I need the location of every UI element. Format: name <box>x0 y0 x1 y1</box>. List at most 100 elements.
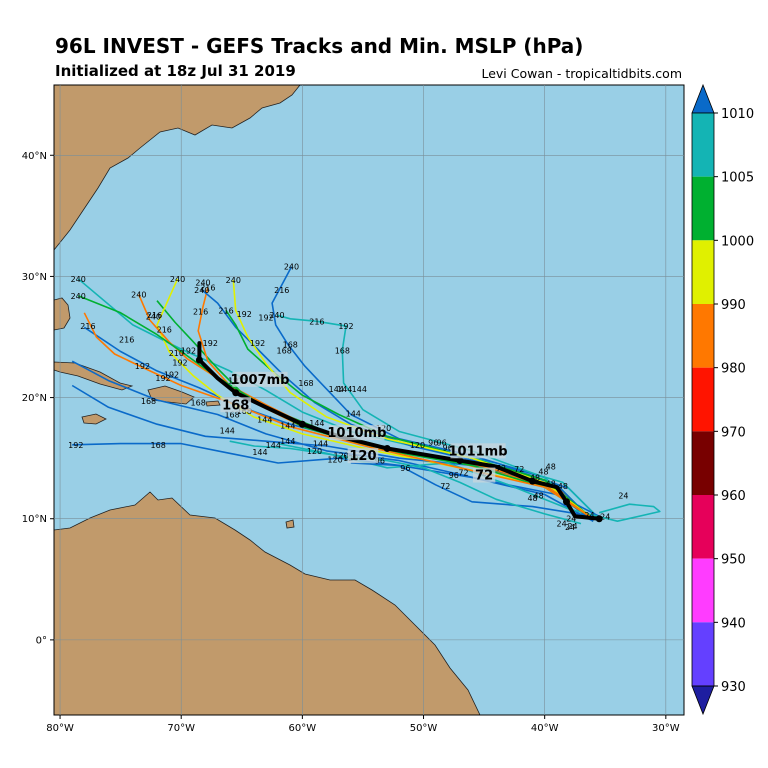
x-tick-label: 60°W <box>289 723 317 734</box>
colorbar-tick-label: 940 <box>721 616 746 631</box>
mean-track-point <box>595 515 603 523</box>
hispaniola <box>147 385 195 405</box>
ensemble-member-track <box>72 442 594 522</box>
forecast-hour-label: 120 <box>333 452 348 461</box>
forecast-hour-label: 72 <box>440 482 450 491</box>
mean-pressure-labels: 1007mb 168 1010mb 120 1011mb 72 <box>220 371 508 484</box>
mean-track-point <box>232 389 240 397</box>
colorbar-segment <box>692 495 714 559</box>
forecast-hour-label: 144 <box>352 385 367 394</box>
forecast-hour-label: 144 <box>346 409 361 418</box>
forecast-hour-label: 144 <box>337 385 352 394</box>
y-tick-label: 20°N <box>22 393 47 404</box>
forecast-hour-label: 24 <box>618 492 628 501</box>
forecast-hour-label: 216 <box>147 311 162 320</box>
forecast-hour-label: 144 <box>257 415 272 424</box>
colorbar-tick-label: 1005 <box>721 171 754 186</box>
forecast-hour-label: 144 <box>329 385 344 394</box>
forecast-hour-label: 216 <box>80 322 95 331</box>
mean-track-point <box>195 356 203 364</box>
forecast-hour-label: 24 <box>584 511 594 520</box>
colorbar-top-arrow <box>691 83 715 114</box>
forecast-hour-label: 72 <box>514 465 524 474</box>
ensemble-tracks <box>71 266 661 525</box>
y-tick-label: 40°N <box>22 151 47 162</box>
colorbar-tick-label: 930 <box>721 680 746 695</box>
forecast-hour-label: 192 <box>172 358 187 367</box>
mean-pressure-label: 72 <box>475 469 493 484</box>
mean-label-box <box>450 443 506 459</box>
forecast-hour-label: 144 <box>280 437 295 446</box>
forecast-hour-label: 168 <box>224 411 239 420</box>
colorbar-segment <box>692 304 714 368</box>
forecast-hour-label: 240 <box>284 263 299 272</box>
ensemble-member-track <box>229 440 582 525</box>
mean-label-box <box>232 371 288 387</box>
mean-pressure-label: 1007mb <box>230 373 289 388</box>
forecast-hour-label: 192 <box>203 339 218 348</box>
forecast-hour-label: 24 <box>567 522 577 531</box>
forecast-hour-label: 216 <box>274 286 289 295</box>
forecast-hour-label: 216 <box>119 335 134 344</box>
forecast-hour-label: 192 <box>181 346 196 355</box>
forecast-hour-label: 168 <box>298 379 313 388</box>
colorbar-segment <box>692 622 714 686</box>
forecast-hour-label: 48 <box>534 492 544 501</box>
forecast-hour-label: 48 <box>546 463 556 472</box>
forecast-hour-label: 192 <box>237 310 252 319</box>
mean-track-line <box>197 341 602 521</box>
forecast-hour-label: 96 <box>428 438 438 447</box>
longitude-tick-labels: 80°W 70°W 60°W 50°W 40°W 30°W <box>46 715 680 734</box>
x-tick-label: 40°W <box>531 723 559 734</box>
mean-pressure-label: 120 <box>349 449 376 464</box>
map-frame <box>53 84 685 716</box>
page-title: 96L INVEST - GEFS Tracks and Min. MSLP (… <box>55 34 584 58</box>
ensemble-member-track <box>225 309 594 520</box>
x-tick-label: 70°W <box>167 723 195 734</box>
mean-label-box <box>347 448 379 464</box>
forecast-hour-label: 48 <box>538 467 548 476</box>
forecast-hour-label: 240 <box>71 292 86 301</box>
forecast-hour-label: 48 <box>558 482 568 491</box>
forecast-hour-label: 48 <box>527 494 537 503</box>
forecast-hour-label: 216 <box>309 317 324 326</box>
forecast-hour-label: 96 <box>400 464 410 473</box>
forecast-hour-label: 48 <box>546 480 556 489</box>
forecast-hour-label: 120 <box>410 441 425 450</box>
forecast-hour-label: 240 <box>131 291 146 300</box>
x-tick-label: 50°W <box>410 723 438 734</box>
forecast-hour-label: 24 <box>557 520 567 529</box>
colorbar-tick-label: 960 <box>721 489 746 504</box>
mean-pressure-label: 168 <box>222 398 249 413</box>
forecast-hour-label: 216 <box>157 326 172 335</box>
forecast-hour-label: 144 <box>313 440 328 449</box>
forecast-hour-label: 216 <box>218 306 233 315</box>
ensemble-member-track <box>71 360 600 518</box>
florida <box>54 297 71 331</box>
forecast-hour-label: 144 <box>266 441 281 450</box>
forecast-hour-label: 168 <box>141 397 156 406</box>
colorbar-tick-label: 1010 <box>721 107 754 122</box>
colorbar-tick-label: 1000 <box>721 234 754 249</box>
mean-track-point <box>562 498 570 506</box>
y-tick-label: 30°N <box>22 272 47 283</box>
forecast-hour-label: 72 <box>496 464 506 473</box>
forecast-hour-label: 144 <box>309 419 324 428</box>
forecast-hour-label: 144 <box>280 421 295 430</box>
colorbar-segment <box>692 558 714 623</box>
forecast-hour-label: 168 <box>335 346 350 355</box>
colorbar-tick-label: 980 <box>721 362 746 377</box>
forecast-hour-label: 168 <box>151 441 166 450</box>
north-america-landmass <box>54 85 301 251</box>
forecast-hour-label: 24 <box>565 523 575 532</box>
colorbar-segment <box>692 431 714 495</box>
forecast-hour-label: 192 <box>68 441 83 450</box>
forecast-hour-label: 72 <box>458 469 468 478</box>
forecast-hour-label: 96 <box>443 443 453 452</box>
colorbar-segment <box>692 240 714 304</box>
mean-pressure-label: 1010mb <box>327 426 386 441</box>
forecast-hour-label: 120 <box>307 447 322 456</box>
forecast-hour-label: 168 <box>277 346 292 355</box>
forecast-hour-label: 216 <box>193 308 208 317</box>
